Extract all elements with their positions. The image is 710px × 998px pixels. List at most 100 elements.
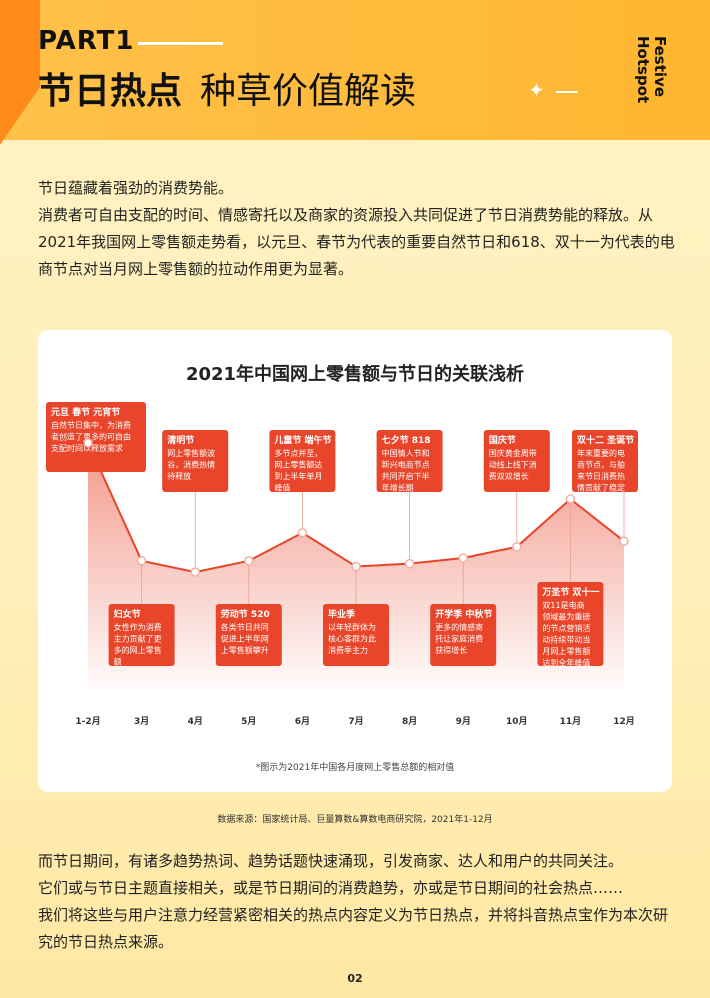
- annotation-heading: 元旦 春节 元宵节: [51, 406, 120, 418]
- annotation-text: 年增长期: [382, 483, 414, 493]
- annotation-text: 的零售额: [577, 494, 609, 504]
- annotation-heading: 清明节: [167, 434, 194, 446]
- annotation-box: [483, 430, 550, 492]
- page-title: 节日热点 种草价值解读: [38, 62, 416, 114]
- x-tick-label: 1-2月: [75, 716, 100, 727]
- annotation-heading: 妇女节: [113, 608, 141, 620]
- annotation-text: 中国情人节和: [382, 448, 430, 458]
- x-tick-label: 3月: [134, 716, 149, 727]
- annotation-text: 自然节日集中，为消费: [51, 420, 131, 430]
- annotation-text: 额: [114, 657, 122, 667]
- annotation-heading: 七夕节 818: [382, 434, 431, 446]
- intro-text: 节日蕴藏着强劲的消费势能。 消费者可自由支配的时间、情感寄托以及商家的资源投入共…: [38, 175, 678, 283]
- data-point: [512, 542, 522, 552]
- annotation-text: 支配时间以释放需求: [51, 443, 123, 453]
- data-point: [297, 528, 308, 538]
- x-tick-label: 11月: [560, 716, 582, 727]
- annotation-text: 女性作为消费: [114, 622, 162, 632]
- sparkle-icon: ✦: [528, 78, 545, 102]
- annotation-box: [269, 430, 336, 492]
- annotation-text: 以年轻群体为: [328, 622, 376, 632]
- vertical-text: Festive Hotspot: [634, 36, 669, 104]
- data-point: [244, 556, 254, 566]
- annotation-text: 网上零售额达: [274, 460, 322, 470]
- x-tick-label: 5月: [241, 716, 256, 727]
- annotation-text: 获得增长: [435, 645, 467, 655]
- annotation-text: 多节点并至，: [274, 448, 322, 458]
- x-tick-label: 7月: [348, 716, 363, 727]
- annotation-box: [376, 430, 443, 492]
- data-point: [619, 536, 629, 546]
- part-underline: [138, 42, 223, 45]
- annotation-text: 新兴电商节点: [382, 460, 430, 470]
- chart-svg: 元旦 春节 元宵节自然节日集中，为消费者创造了更多的可自由支配时间以释放需求妇女…: [46, 402, 638, 727]
- annotation-text: 更多的情感寄: [435, 622, 483, 632]
- annotation-text: 托让家庭消费: [435, 634, 483, 644]
- annotation-box: [162, 430, 229, 492]
- annotation-text: 消费季主力: [328, 645, 368, 655]
- annotation-text: 的节点营销活: [542, 623, 590, 633]
- annotation-text: 上零售额攀升: [221, 645, 269, 655]
- chart-note: *图示为2021年中国各月度网上零售总额的相对值: [255, 763, 455, 773]
- annotation-text: 动持续带动当: [542, 635, 590, 645]
- annotation-box: [108, 604, 175, 666]
- outro-text: 而节日期间，有诸多趋势热词、趋势话题快速涌现，引发商家、达人和用户的共同关注。 …: [38, 848, 678, 956]
- x-tick-label: 12月: [613, 716, 635, 727]
- annotation-text: 峰值: [274, 483, 290, 493]
- data-point: [190, 567, 200, 577]
- chart-card: 2021年中国网上零售额与节日的关联浅析 元旦 春节 元宵节自然节日集中，为消费…: [38, 330, 672, 792]
- annotation-text: 费双双增长: [489, 471, 529, 481]
- part-label: PART1: [38, 26, 135, 56]
- annotation-text: 双11是电商: [542, 600, 584, 610]
- data-point: [83, 438, 93, 448]
- annotation-text: 达到全年峰值: [542, 658, 590, 668]
- annotation-heading: 国庆节: [489, 434, 516, 446]
- annotation-text: 国庆黄金周带: [489, 448, 537, 458]
- annotation-text: 情贡献了稳定: [577, 483, 625, 493]
- annotation-box: [430, 604, 497, 666]
- annotation-text: 谷，消费热情: [167, 460, 215, 470]
- outro-paragraph: 我们将这些与用户注意力经营紧密相关的热点内容定义为节日热点，并将抖音热点宝作为本…: [38, 906, 669, 951]
- data-source: 数据来源：国家统计局、巨量算数&算数电商研究院，2021年1-12月: [217, 815, 493, 825]
- x-tick-label: 9月: [456, 716, 471, 727]
- annotation-box: [572, 430, 638, 492]
- x-tick-label: 6月: [295, 716, 310, 727]
- annotation-box: [537, 582, 604, 666]
- title-rest: 种草价值解读: [200, 71, 417, 112]
- annotation-text: 来节日消费热: [577, 471, 625, 481]
- annotation-text: 待释放: [167, 471, 191, 481]
- annotation-text: 促进上半年网: [221, 634, 269, 644]
- annotation-text: 核心客群为此: [328, 634, 376, 644]
- x-tick-label: 4月: [188, 716, 203, 727]
- sparkle-line: [556, 91, 578, 93]
- annotation-heading: 儿童节 端午节 618: [273, 434, 353, 446]
- data-point: [136, 556, 147, 566]
- annotation-text: 年末重要的电: [577, 448, 625, 458]
- annotation-box: [215, 604, 282, 666]
- page-number: 02: [347, 972, 363, 985]
- annotation-text: 共同开启下半: [382, 471, 430, 481]
- data-point: [351, 561, 361, 572]
- annotation-text: 者创造了更多的可自由: [51, 432, 131, 442]
- annotation-text: 到上半年单月: [274, 471, 322, 481]
- annotation-text: 网上零售额波: [167, 448, 215, 458]
- title-bold: 节日热点: [38, 71, 183, 112]
- annotation-text: 多的网上零售: [114, 645, 162, 655]
- annotation-heading: 开学季 中秋节: [435, 608, 492, 620]
- intro-paragraph: 消费者可自由支配的时间、情感寄托以及商家的资源投入共同促进了节日消费势能的释放。…: [38, 206, 675, 278]
- page-header: [0, 0, 710, 140]
- outro-paragraph: 它们或与节日主题直接相关，或是节日期间的消费趋势，亦或是节日期间的社会热点……: [38, 879, 624, 897]
- annotation-heading: 劳动节 520: [221, 608, 270, 620]
- outro-paragraph: 而节日期间，有诸多趋势热词、趋势话题快速涌现，引发商家、达人和用户的共同关注。: [38, 852, 624, 870]
- vertical-label: Festive Hotspot: [628, 36, 672, 126]
- data-point: [404, 558, 415, 569]
- annotation-heading: 双十二 圣诞节: [577, 434, 634, 446]
- x-tick-label: 8月: [402, 716, 417, 727]
- chart-title: 2021年中国网上零售额与节日的关联浅析: [185, 364, 525, 385]
- annotation-box: [46, 402, 146, 472]
- x-tick-label: 10月: [506, 716, 528, 727]
- data-point: [565, 494, 576, 504]
- annotation-text: 领域最为重磅: [542, 612, 590, 622]
- annotation-heading: 毕业季: [328, 608, 356, 620]
- annotation-text: 商节点，与舶: [577, 460, 625, 470]
